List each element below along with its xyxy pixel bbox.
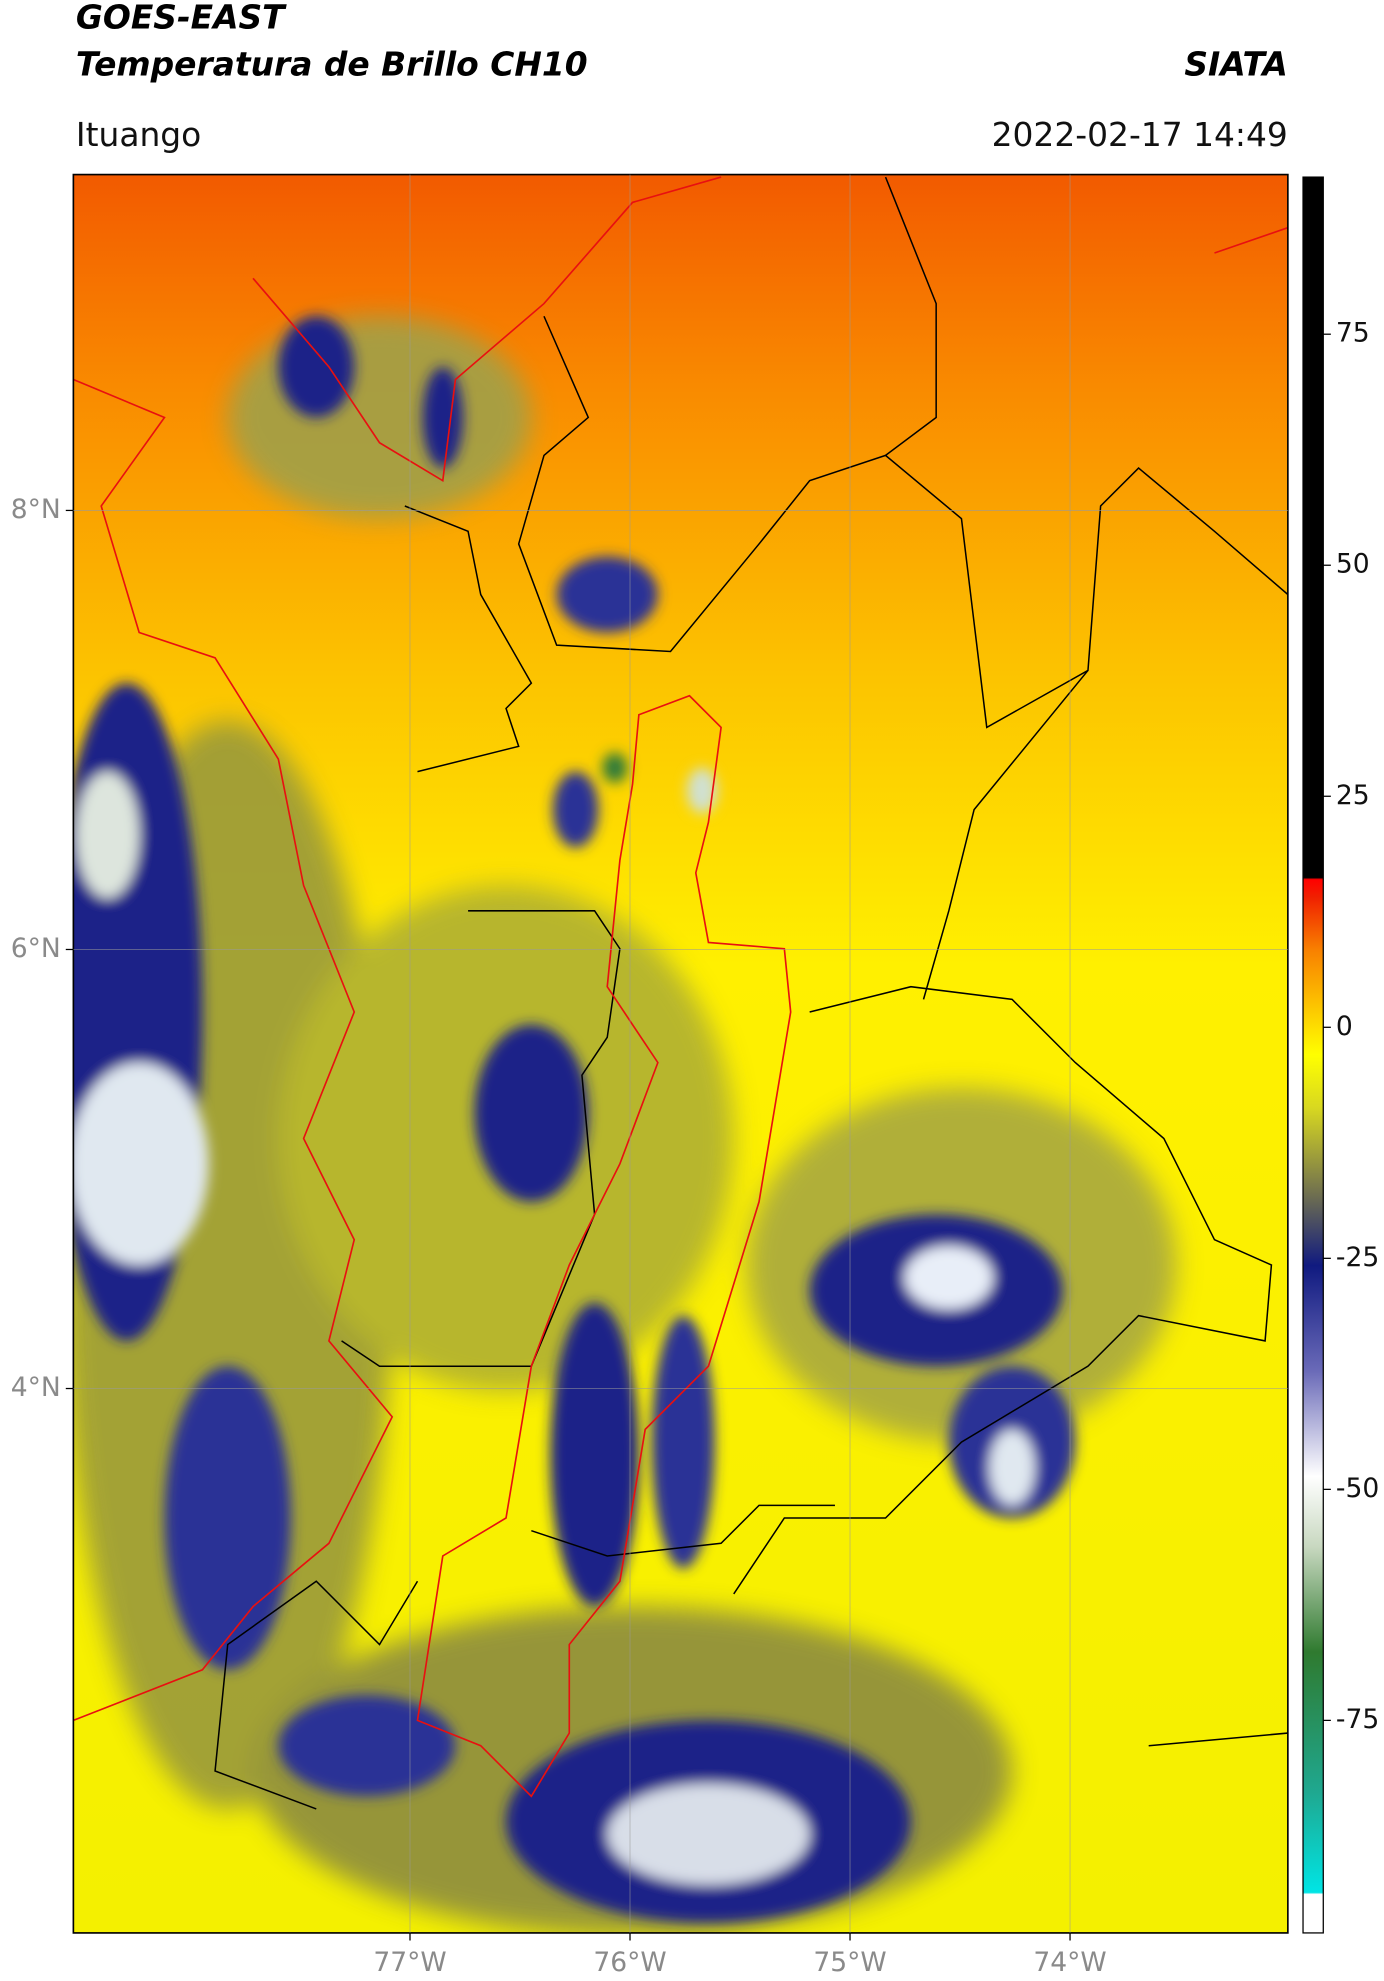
y-tick-label: 4°N — [11, 1372, 61, 1403]
datetime: 2022-02-17 14:49 — [992, 115, 1288, 154]
x-tick-label: 76°W — [593, 1947, 666, 1978]
location: Ituango — [76, 115, 201, 154]
colorbar-tick-label: -75 — [1336, 1704, 1379, 1735]
source: SIATA — [1184, 44, 1288, 83]
colorbar — [1302, 176, 1324, 1934]
title: GOES-EAST — [76, 0, 287, 36]
x-tick-label: 77°W — [373, 1947, 446, 1978]
map-frame — [72, 173, 1289, 1934]
satellite-image — [73, 174, 1288, 1933]
x-tick-label: 75°W — [813, 1947, 886, 1978]
colorbar-tick-label: 25 — [1336, 780, 1370, 811]
subtitle: Temperatura de Brillo CH10 — [76, 44, 588, 83]
x-tick-label: 74°W — [1033, 1947, 1106, 1978]
colorbar-tick-label: 75 — [1336, 318, 1370, 349]
colorbar-tick-label: -50 — [1336, 1473, 1379, 1504]
y-tick-label: 6°N — [11, 933, 61, 964]
colorbar-tick-label: 0 — [1336, 1011, 1353, 1042]
y-tick-label: 8°N — [11, 494, 61, 525]
colorbar-tick-label: 50 — [1336, 549, 1370, 580]
colorbar-tick-label: -25 — [1336, 1242, 1379, 1273]
